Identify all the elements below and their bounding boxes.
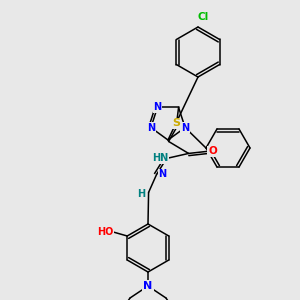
- Text: N: N: [143, 281, 153, 291]
- Text: N: N: [181, 123, 189, 133]
- Text: HN: HN: [152, 153, 169, 164]
- Text: S: S: [172, 118, 181, 128]
- Text: O: O: [208, 146, 217, 156]
- Text: H: H: [137, 189, 146, 200]
- Text: Cl: Cl: [197, 12, 208, 22]
- Text: N: N: [153, 102, 161, 112]
- Text: HO: HO: [97, 227, 113, 237]
- Text: N: N: [158, 169, 166, 179]
- Text: N: N: [147, 123, 155, 133]
